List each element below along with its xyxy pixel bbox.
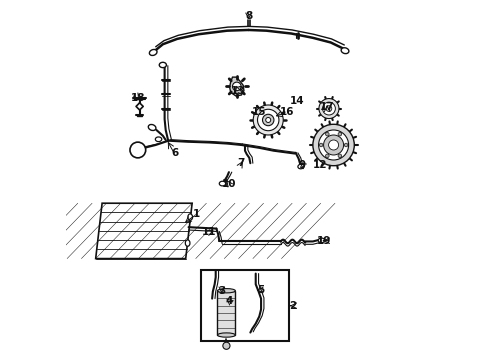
Ellipse shape (185, 240, 190, 246)
Ellipse shape (218, 289, 235, 293)
Text: 19: 19 (317, 236, 331, 246)
Circle shape (326, 106, 332, 111)
Polygon shape (230, 77, 244, 96)
Text: 1: 1 (193, 209, 200, 219)
Circle shape (344, 143, 348, 147)
Circle shape (263, 114, 274, 126)
Text: 17: 17 (320, 102, 335, 112)
Circle shape (223, 342, 230, 349)
Bar (218, 291, 235, 335)
Ellipse shape (298, 164, 304, 169)
Text: 11: 11 (202, 227, 217, 237)
Ellipse shape (220, 181, 226, 186)
Ellipse shape (149, 49, 157, 55)
Ellipse shape (318, 238, 325, 243)
Circle shape (266, 117, 270, 122)
Ellipse shape (341, 48, 349, 54)
Text: 10: 10 (221, 179, 236, 189)
Circle shape (325, 132, 329, 136)
Text: 6: 6 (172, 148, 179, 158)
Text: 18: 18 (130, 93, 145, 103)
Circle shape (319, 99, 339, 118)
Ellipse shape (218, 333, 235, 337)
Text: 8: 8 (245, 11, 252, 21)
Circle shape (338, 154, 342, 158)
Text: 2: 2 (290, 301, 297, 311)
Text: 7: 7 (238, 158, 245, 168)
Text: 3: 3 (218, 286, 225, 296)
Text: 9: 9 (298, 159, 306, 170)
Circle shape (318, 130, 348, 160)
Text: 4: 4 (225, 296, 233, 306)
Text: 16: 16 (279, 107, 294, 117)
Circle shape (325, 154, 329, 158)
Text: 15: 15 (252, 107, 267, 117)
Circle shape (322, 102, 335, 115)
Circle shape (258, 109, 279, 131)
Ellipse shape (188, 214, 193, 220)
Circle shape (319, 143, 323, 147)
Ellipse shape (148, 125, 156, 130)
Circle shape (323, 135, 343, 155)
Circle shape (232, 82, 241, 91)
Ellipse shape (155, 137, 162, 141)
Circle shape (253, 105, 283, 135)
Circle shape (338, 132, 342, 136)
Text: 13: 13 (231, 86, 245, 96)
Text: 5: 5 (257, 285, 265, 295)
Circle shape (329, 140, 339, 150)
Text: 14: 14 (290, 96, 304, 107)
Bar (201, 270, 289, 342)
Circle shape (130, 142, 146, 158)
Text: 12: 12 (313, 159, 327, 170)
Polygon shape (96, 203, 192, 258)
Circle shape (313, 124, 354, 166)
Ellipse shape (159, 62, 167, 68)
